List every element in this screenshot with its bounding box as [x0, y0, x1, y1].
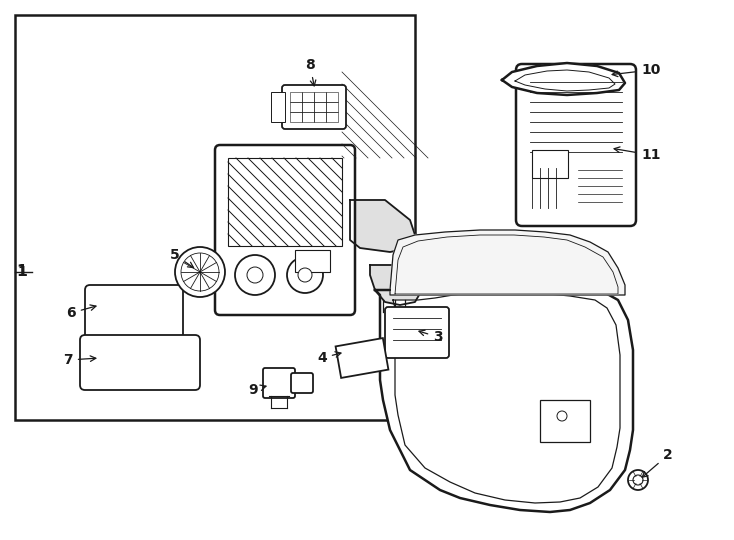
FancyBboxPatch shape	[385, 307, 449, 358]
Bar	[335, 338, 388, 378]
Bar	[302, 112, 314, 122]
Bar	[228, 158, 342, 246]
FancyBboxPatch shape	[516, 64, 636, 226]
Polygon shape	[390, 230, 625, 295]
FancyBboxPatch shape	[80, 335, 200, 390]
Text: 10: 10	[612, 63, 661, 77]
Text: 4: 4	[317, 351, 341, 365]
Bar	[290, 112, 302, 122]
Text: 5: 5	[170, 248, 194, 268]
Circle shape	[628, 470, 648, 490]
Circle shape	[175, 247, 225, 297]
Bar	[290, 102, 302, 112]
FancyBboxPatch shape	[263, 368, 295, 398]
Text: 1: 1	[17, 265, 27, 279]
Bar	[314, 92, 326, 102]
Bar	[302, 102, 314, 112]
Polygon shape	[393, 291, 620, 503]
Bar	[228, 158, 342, 246]
FancyBboxPatch shape	[282, 85, 346, 129]
Text: 8: 8	[305, 58, 316, 86]
Bar	[98, 372, 153, 388]
Text: 7: 7	[63, 353, 96, 367]
Polygon shape	[395, 235, 618, 294]
FancyBboxPatch shape	[215, 145, 355, 315]
Bar	[290, 92, 302, 102]
Text: 2: 2	[642, 448, 673, 477]
Bar	[302, 92, 314, 102]
Text: 3: 3	[419, 330, 443, 344]
Circle shape	[633, 475, 643, 485]
Polygon shape	[350, 200, 415, 252]
Bar	[314, 102, 326, 112]
Bar	[326, 102, 338, 112]
Bar	[15, 15, 415, 420]
Bar	[326, 92, 338, 102]
Text: 1: 1	[17, 265, 27, 280]
Circle shape	[287, 257, 323, 293]
Bar	[295, 250, 330, 272]
Bar	[540, 400, 590, 442]
Bar	[314, 112, 326, 122]
Polygon shape	[375, 280, 633, 512]
FancyBboxPatch shape	[85, 285, 183, 377]
FancyBboxPatch shape	[291, 373, 313, 393]
Circle shape	[181, 253, 219, 291]
Text: 6: 6	[66, 305, 96, 320]
Polygon shape	[502, 63, 625, 95]
Bar	[326, 112, 338, 122]
Circle shape	[298, 268, 312, 282]
Text: 11: 11	[614, 147, 661, 162]
Bar	[532, 150, 568, 178]
Polygon shape	[370, 265, 422, 305]
Circle shape	[247, 267, 263, 283]
Bar	[271, 92, 285, 122]
Circle shape	[557, 411, 567, 421]
Text: 9: 9	[248, 383, 266, 397]
Circle shape	[235, 255, 275, 295]
